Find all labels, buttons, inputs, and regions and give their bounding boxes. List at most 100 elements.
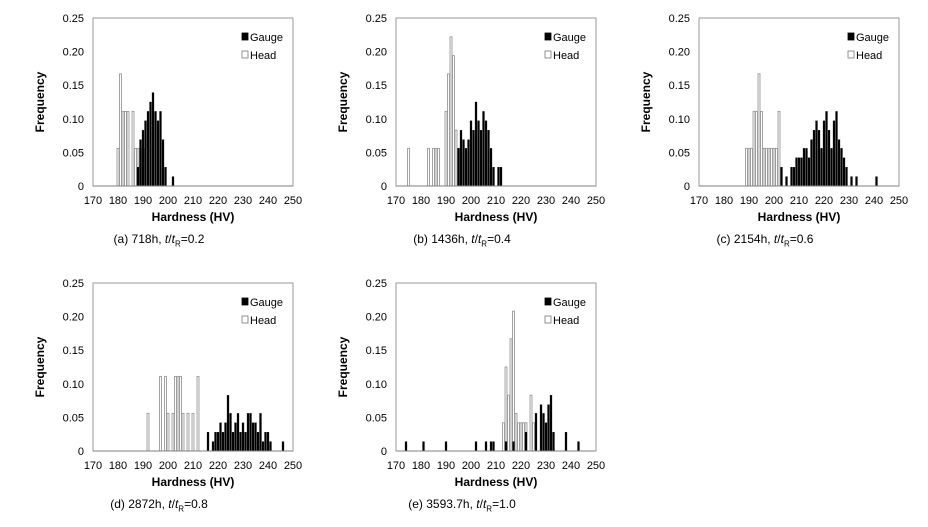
x-tick-label: 200: [462, 460, 480, 472]
gauge-bar: [482, 111, 485, 187]
y-tick-label: 0.10: [366, 114, 387, 126]
gauge-bar: [444, 441, 448, 452]
gauge-bar: [161, 139, 165, 187]
x-tick-label: 170: [84, 195, 102, 207]
gauge-bar: [790, 167, 793, 187]
gauge-bar: [845, 167, 848, 187]
head-bar: [747, 147, 751, 187]
legend-swatch: [847, 50, 855, 59]
gauge-bar: [234, 422, 237, 452]
gauge-bar: [817, 130, 821, 187]
y-axis-title: Frequency: [33, 71, 47, 132]
gauge-bar: [489, 441, 493, 452]
caption-part: =0.2: [180, 232, 205, 246]
x-tick-label: 250: [587, 195, 605, 207]
gauge-bar: [206, 432, 210, 452]
gauge-bar: [474, 101, 478, 187]
gauge-bar: [229, 413, 232, 452]
legend: Gauge Head: [241, 293, 287, 327]
gauge-bar: [404, 441, 408, 452]
head-bar: [762, 147, 766, 187]
head-bar: [126, 110, 130, 187]
head-bar: [432, 147, 435, 187]
gauge-bar: [281, 441, 285, 452]
head-bar: [770, 147, 773, 187]
x-tick-label: 230: [537, 460, 555, 472]
head-bar: [196, 375, 200, 452]
y-tick-label: 0: [78, 181, 84, 193]
legend-label: Head: [553, 315, 579, 327]
x-tick-label: 240: [259, 460, 277, 472]
y-tick-label: 0.20: [366, 47, 387, 59]
gauge-bar: [239, 432, 242, 452]
gauge-bar: [139, 139, 142, 187]
head-bar: [179, 375, 182, 452]
head-bar: [519, 422, 523, 452]
x-tick-label: 240: [562, 460, 580, 472]
head-bar: [121, 110, 125, 187]
gauge-bar: [221, 432, 225, 452]
legend: Gauge Head: [544, 28, 590, 62]
caption-part: =1.0: [492, 497, 516, 511]
gauge-bar: [534, 413, 538, 452]
x-tick-label: 240: [562, 195, 580, 207]
legend-swatch: [544, 297, 552, 306]
gauge-bar: [837, 139, 841, 187]
y-tick-label: 0.25: [366, 13, 387, 25]
head-bar: [745, 147, 748, 187]
y-tick-label: 0.25: [63, 278, 84, 290]
x-tick-label: 210: [184, 195, 202, 207]
gauge-bar: [236, 413, 240, 452]
legend-box: [241, 293, 287, 327]
gauge-bar: [835, 111, 838, 187]
y-tick-label: 0.15: [63, 345, 84, 357]
panel-caption: (c) 2154h, t/tR=0.6: [606, 232, 906, 248]
x-tick-label: 200: [765, 195, 783, 207]
gauge-bar: [226, 395, 230, 452]
y-tick-label: 0.25: [366, 278, 387, 290]
y-tick-label: 0.10: [63, 114, 84, 126]
head-bar: [512, 310, 515, 452]
y-tick-label: 0.20: [669, 47, 690, 59]
x-tick-label: 230: [537, 195, 555, 207]
legend-label: Head: [250, 50, 276, 62]
gauge-bar: [802, 148, 806, 187]
x-tick-label: 190: [134, 460, 152, 472]
legend: Gauge Head: [847, 28, 893, 62]
gauge-bar: [474, 441, 478, 452]
head-bar: [407, 147, 410, 187]
gauge-bar: [484, 441, 488, 452]
head-bar: [777, 110, 781, 187]
y-tick-label: 0.10: [669, 114, 690, 126]
histogram-panel: 0 0.05 0.10 0.15 0.20 0.25 170 180 190 200 210 220 2…: [0, 265, 302, 527]
x-tick-label: 170: [387, 460, 405, 472]
x-tick-label: 250: [587, 460, 605, 472]
gauge-bar: [141, 130, 145, 187]
caption-part: (e) 3593.7h,: [408, 497, 477, 511]
head-bar: [522, 422, 525, 452]
head-bar: [119, 73, 122, 187]
gauge-bar: [171, 176, 175, 187]
legend-swatch: [847, 32, 855, 41]
x-tick-label: 170: [84, 460, 102, 472]
gauge-bar: [564, 432, 568, 452]
gauge-bar: [850, 176, 853, 187]
x-tick-label: 200: [462, 195, 480, 207]
x-tick-label: 190: [740, 195, 758, 207]
caption-part: t: [477, 232, 482, 246]
legend-box: [847, 28, 893, 62]
caption-part: t: [471, 232, 475, 246]
gauge-bar: [216, 432, 220, 452]
legend-box: [241, 28, 287, 62]
y-tick-label: 0.25: [63, 13, 84, 25]
x-tick-label: 210: [487, 195, 505, 207]
head-bar: [181, 412, 185, 452]
head-bar: [134, 147, 137, 187]
caption-part: /: [474, 232, 478, 246]
x-tick-label: 180: [715, 195, 733, 207]
caption-part: =0.4: [487, 232, 511, 246]
y-tick-label: 0.20: [63, 312, 84, 324]
x-axis-title: Hardness (HV): [455, 210, 538, 224]
x-tick-label: 220: [209, 460, 227, 472]
legend-swatch: [544, 50, 552, 59]
